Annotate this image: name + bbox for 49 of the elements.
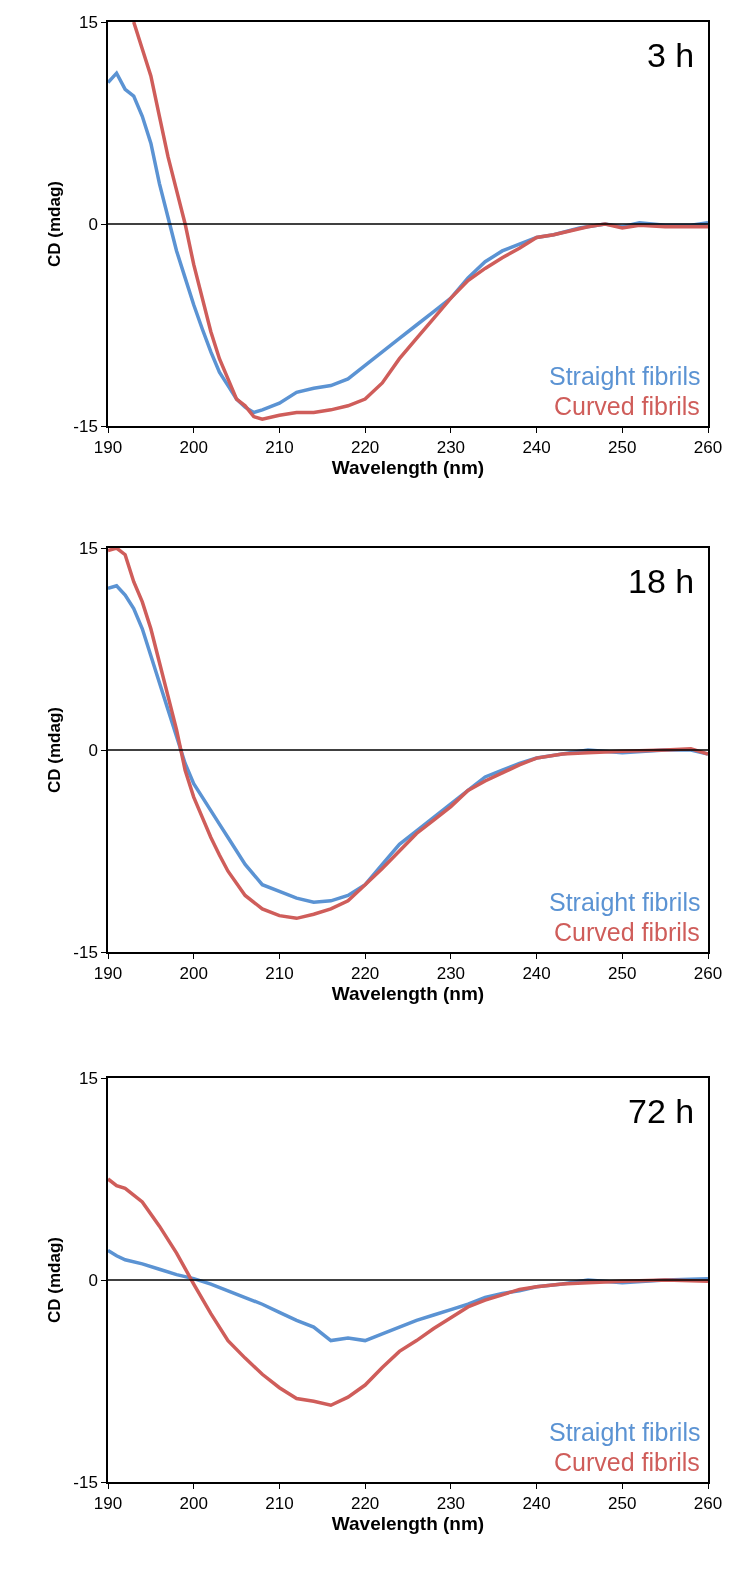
x-tick-label: 220 <box>350 964 380 984</box>
x-tick-label: 220 <box>350 438 380 458</box>
x-tick-label: 190 <box>93 964 123 984</box>
y-tick-label: 0 <box>88 740 98 760</box>
x-tick-label: 240 <box>522 964 551 984</box>
x-axis-title: Wavelength (nm) <box>331 457 485 479</box>
line-series <box>131 22 708 422</box>
y-tick-label: 0 <box>88 214 98 234</box>
x-tick-label: 230 <box>436 964 466 984</box>
x-tick-label: 260 <box>693 438 723 458</box>
x-axis-title: Wavelength (nm) <box>331 983 485 1005</box>
x-tick-label: 250 <box>608 438 637 458</box>
x-tick-label: 260 <box>693 1494 723 1514</box>
text: Straight fibrils <box>549 888 701 916</box>
y-tick-label: 15 <box>78 12 98 32</box>
text: Curved fibrils <box>554 1448 700 1476</box>
x-tick-label: 210 <box>265 1494 294 1514</box>
y-tick-label: 15 <box>78 1068 98 1088</box>
y-tick-label: -15 <box>73 416 98 436</box>
x-tick-label: 190 <box>93 438 123 458</box>
x-tick-label: 190 <box>93 1494 123 1514</box>
x-tick-label: 240 <box>522 438 551 458</box>
y-tick-label: 15 <box>78 538 98 558</box>
x-tick-label: 260 <box>693 964 723 984</box>
x-tick-label: 250 <box>608 964 637 984</box>
x-axis-title: Wavelength (nm) <box>331 1513 485 1535</box>
x-tick-label: 230 <box>436 438 466 458</box>
annotation: 18 h <box>628 562 695 600</box>
y-tick-label: 0 <box>88 1270 98 1290</box>
x-tick-label: 230 <box>436 1494 466 1514</box>
x-tick-label: 240 <box>522 1494 551 1514</box>
x-tick-label: 210 <box>265 438 294 458</box>
y-axis-title: CD (mdag) <box>45 1237 65 1323</box>
y-tick-label: -15 <box>73 1472 98 1492</box>
text: Curved fibrils <box>554 918 700 946</box>
text: Straight fibrils <box>549 1418 701 1446</box>
x-tick-label: 210 <box>265 964 294 984</box>
x-tick-label: 200 <box>179 438 208 458</box>
y-tick-label: -15 <box>73 942 98 962</box>
text: Curved fibrils <box>554 392 700 420</box>
annotation: 3 h <box>647 36 695 74</box>
annotation: 72 h <box>628 1092 695 1130</box>
x-tick-label: 200 <box>179 964 208 984</box>
y-axis-title: CD (mdag) <box>45 181 65 267</box>
y-axis-title: CD (mdag) <box>45 707 65 793</box>
text: Straight fibrils <box>549 362 701 390</box>
x-tick-label: 250 <box>608 1494 637 1514</box>
x-tick-label: 200 <box>179 1494 208 1514</box>
x-tick-label: 220 <box>350 1494 380 1514</box>
